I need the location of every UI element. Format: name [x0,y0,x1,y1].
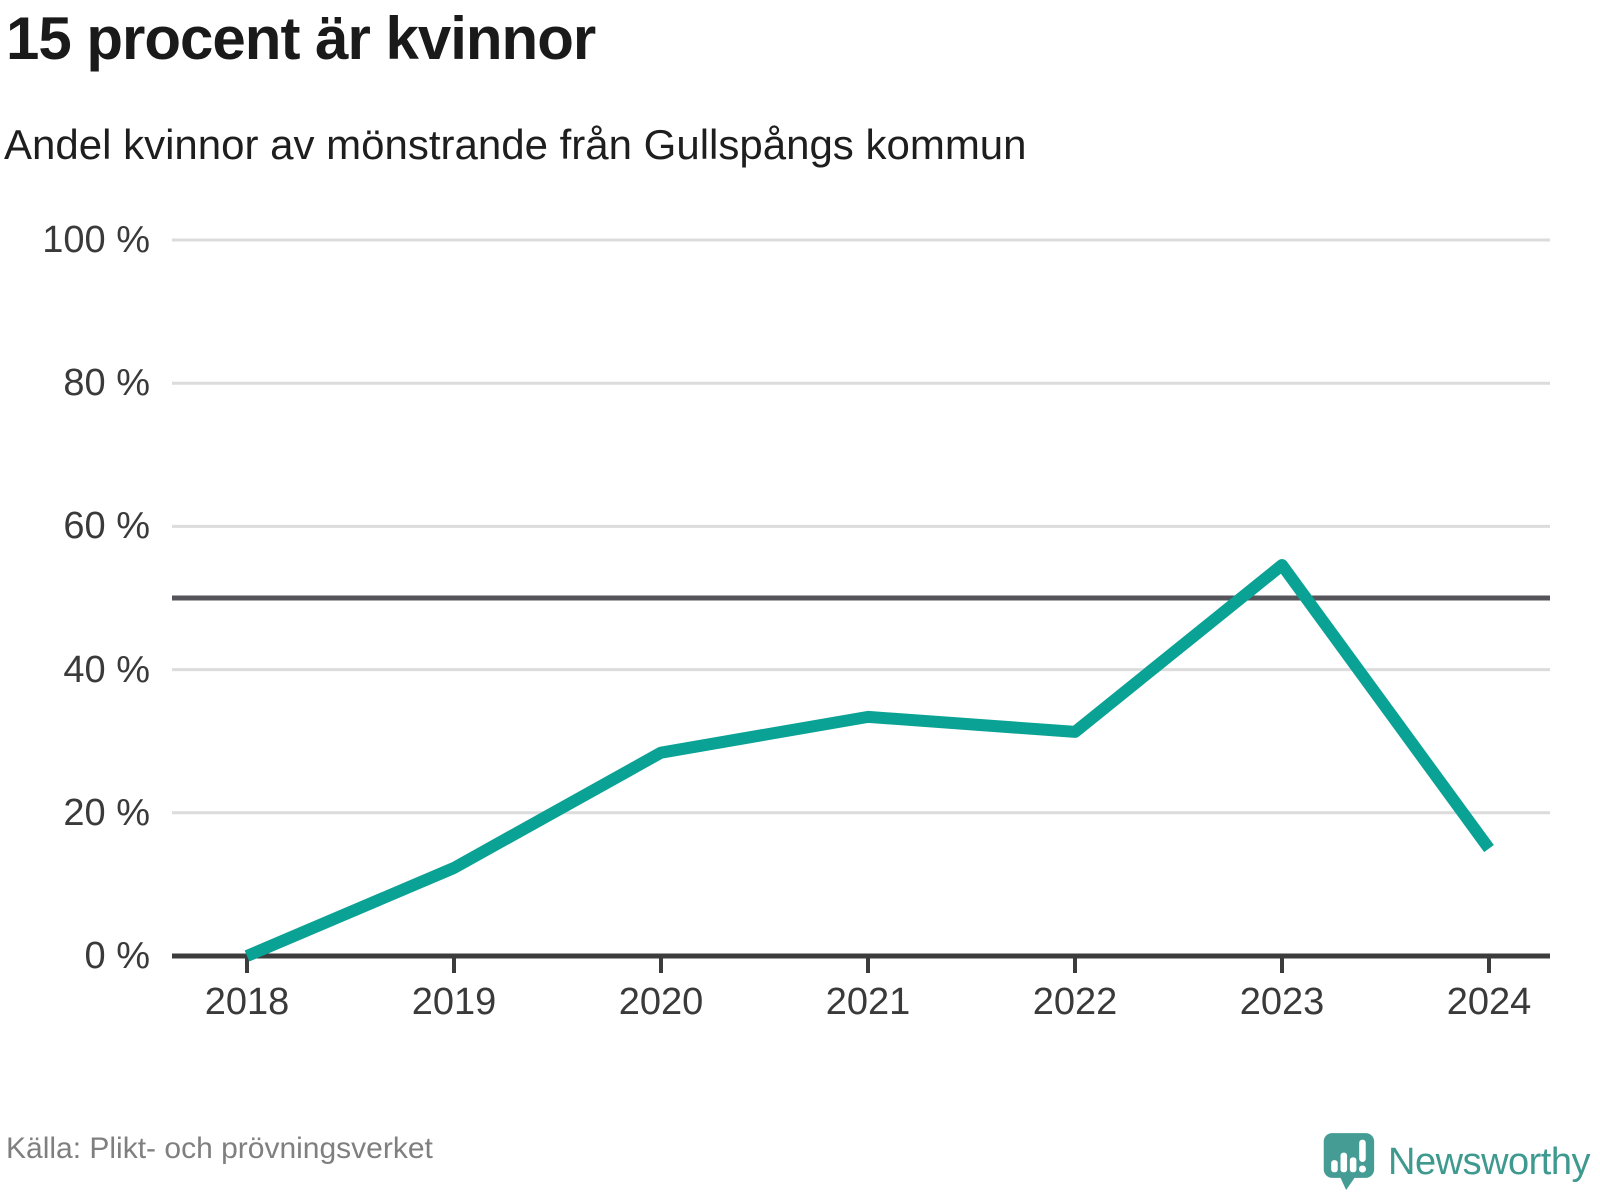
newsworthy-logo: Newsworthy [1320,1128,1590,1196]
chart-area: 0 % 20 % 40 % 60 % 80 % 100 % 2018 2019 2020 202… [0,200,1600,1040]
y-axis-label: 100 % [42,219,150,261]
x-axis-label: 2022 [1032,981,1118,1023]
source-note: Källa: Plikt- och prövningsverket [6,1132,433,1165]
chart-title: 15 procent är kvinnor [6,5,596,72]
y-axis-label: 20 % [63,791,150,834]
trend-line [244,559,1494,962]
x-axis-label: 2023 [1239,981,1325,1023]
x-axis-label: 2018 [204,981,290,1023]
x-axis-label: 2024 [1446,981,1532,1023]
x-axis-label: 2021 [825,981,911,1023]
newsworthy-brand-name: Newsworthy [1388,1140,1590,1183]
y-axis-label: 60 % [63,505,150,548]
y-axis-label: 0 % [84,935,150,977]
y-axis-label: 40 % [63,648,150,691]
line-chart-canvas [172,238,1550,973]
x-axis-label: 2019 [411,981,497,1023]
bar-chart-speech-bubble-icon [1323,1133,1375,1190]
y-axis-label: 80 % [63,362,150,405]
chart-subtitle: Andel kvinnor av mönstrande från Gullspå… [4,121,1027,168]
x-axis-label: 2020 [618,981,704,1023]
